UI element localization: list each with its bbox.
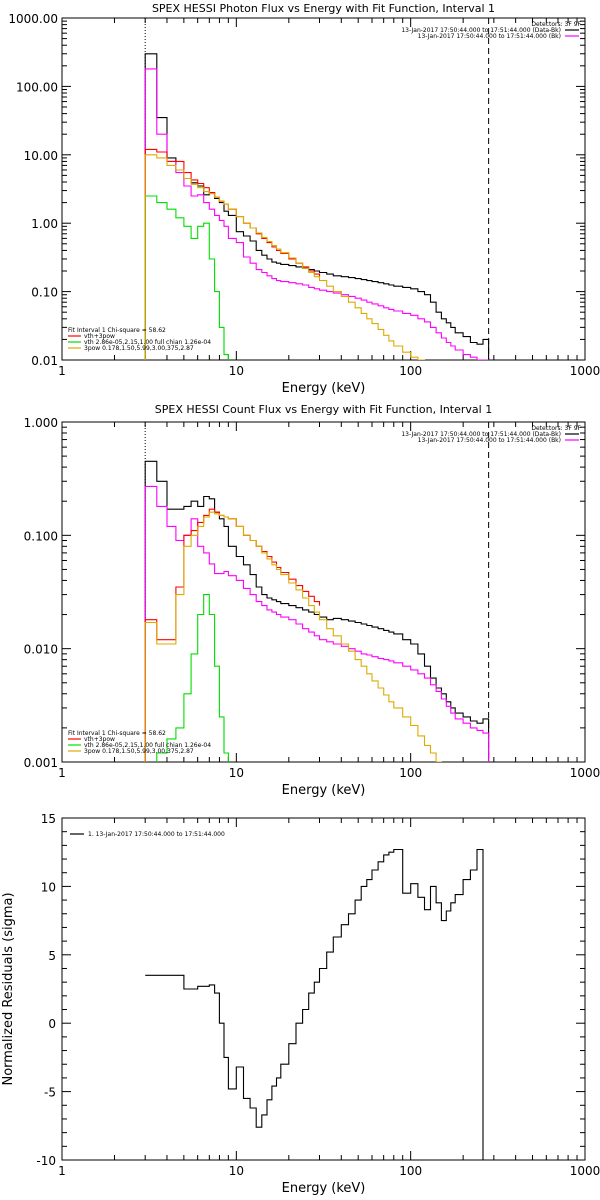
x-axis-label: Energy (keV) — [282, 1181, 366, 1196]
series-line-4 — [144, 511, 442, 762]
y-tick-label: -5 — [44, 1086, 56, 1100]
legend-top-entry: Detectors: 3F 9F — [531, 425, 581, 432]
x-tick-label: 1 — [58, 1164, 66, 1178]
legend-top-entry: 13-Jan-2017 17:50:44.000 to 17:51:44.000… — [418, 437, 561, 444]
legend-bottom-entry: Fit Interval 1 Chi-square = 58.62 — [68, 730, 166, 737]
x-axis-label: Energy (keV) — [282, 381, 366, 396]
y-tick-label: 10.00 — [24, 149, 58, 163]
x-axis-label: Energy (keV) — [282, 783, 366, 798]
x-tick-label: 1000 — [570, 1164, 600, 1178]
series-line-1 — [144, 485, 490, 762]
x-tick-label: 10 — [229, 766, 244, 780]
series-group — [144, 460, 490, 762]
y-tick-label: 1000.00 — [8, 12, 58, 26]
series-line-0 — [145, 848, 489, 1160]
x-tick-label: 1 — [58, 364, 66, 378]
y-tick-label: 0.100 — [24, 529, 58, 543]
y-tick-label: 0.001 — [24, 756, 58, 770]
y-tick-label: 100.00 — [16, 80, 58, 94]
series-line-3 — [156, 594, 229, 762]
chart-title: SPEX HESSI Count Flux vs Energy with Fit… — [155, 403, 492, 416]
plot-frame — [61, 17, 586, 361]
x-tick-label: 100 — [399, 766, 422, 780]
x-tick-label: 10 — [229, 1164, 244, 1178]
y-tick-label: 0 — [48, 1017, 56, 1031]
legend-top-entry: 13-Jan-2017 17:50:44.000 to 17:51:44.000… — [418, 33, 561, 40]
legend-bottom-entry: vth 2.86e-05,2.15,1.00 full chian 1.26e-… — [84, 742, 211, 749]
chart-title: SPEX HESSI Photon Flux vs Energy with Fi… — [152, 2, 495, 15]
x-tick-label: 1000 — [570, 364, 600, 378]
plot-frame — [61, 421, 586, 763]
x-tick-label: 100 — [399, 1164, 422, 1178]
legend-bottom-entry: Fit Interval 1 Chi-square = 58.62 — [68, 327, 166, 334]
plot-frame — [61, 817, 586, 1161]
legend-bottom-entry: vth+3pow — [84, 333, 115, 340]
legend-bottom-entry: vth+3pow — [84, 736, 115, 743]
y-tick-label: 5 — [48, 949, 56, 963]
series-line-4 — [144, 154, 426, 360]
series-line-3 — [144, 195, 229, 360]
legend-entry: 1. 13-Jan-2017 17:50:44.000 to 17:51:44.… — [88, 831, 225, 838]
x-tick-label: 1000 — [570, 766, 600, 780]
legend-top-entry: Detectors: 3F 9F — [531, 21, 581, 28]
y-tick-label: -10 — [36, 1154, 56, 1168]
legend-top-entry: 13-Jan-2017 17:50:44.000 to 17:51:44.000… — [401, 27, 561, 34]
y-tick-label: 1.00 — [31, 217, 58, 231]
x-tick-label: 10 — [229, 364, 244, 378]
y-axis-label: Normalized Residuals (sigma) — [1, 892, 16, 1085]
y-tick-label: 0.01 — [31, 354, 58, 368]
y-tick-label: 10 — [41, 880, 56, 894]
legend-top-entry: 13-Jan-2017 17:50:44.000 to 17:51:44.000… — [401, 431, 561, 438]
y-tick-label: 0.010 — [24, 643, 58, 657]
series-line-1 — [144, 68, 490, 360]
y-tick-label: 0.10 — [31, 286, 58, 300]
x-tick-label: 1 — [58, 766, 66, 780]
legend-bottom-entry: vth 2.86e-05,2.15,1.00 full chian 1.26e-… — [84, 339, 211, 346]
photon-flux-panel: SPEX HESSI Photon Flux vs Energy with Fi… — [8, 2, 600, 396]
legend-bottom-entry: 3pow 0.178,1.50,5.99,3.00,375,2.87 — [84, 748, 194, 755]
y-tick-label: 1.000 — [24, 416, 58, 430]
residuals-panel: 1 10 100 1000 15 10 5 0 -5 -10 Energy (keV) Normali… — [1, 812, 600, 1196]
series-group — [144, 53, 490, 360]
x-tick-label: 100 — [399, 364, 422, 378]
y-tick-label: 15 — [41, 812, 56, 826]
series-group — [145, 848, 489, 1160]
legend-bottom-entry: 3pow 0.178,1.50,5.99,3.00,375,2.87 — [84, 345, 194, 352]
count-flux-panel: SPEX HESSI Count Flux vs Energy with Fit… — [24, 403, 600, 798]
